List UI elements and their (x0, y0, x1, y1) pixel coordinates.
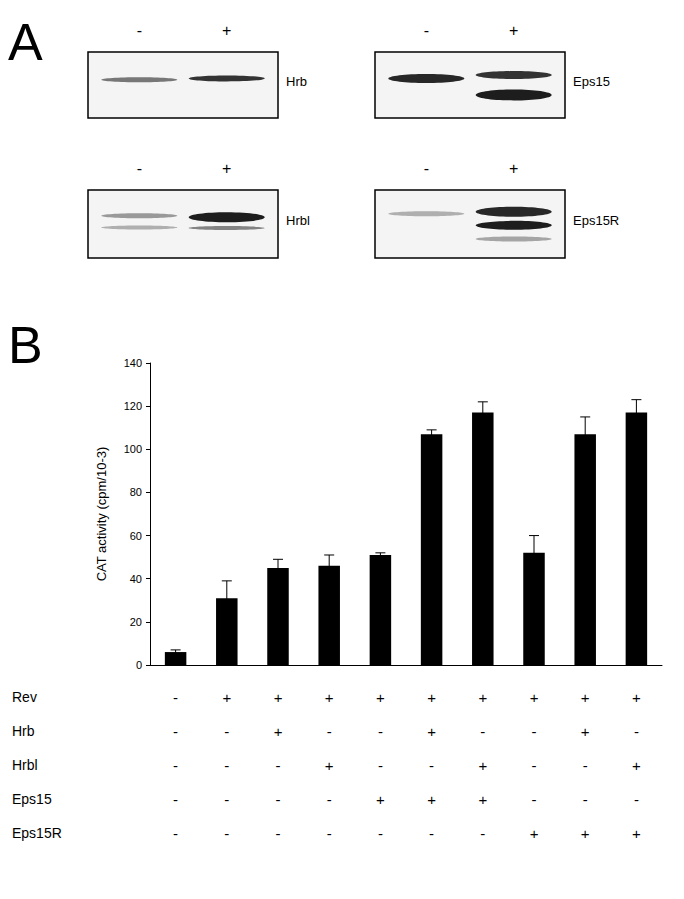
svg-text:-: - (137, 160, 142, 177)
svg-text:-: - (424, 22, 429, 39)
svg-text:Eps15R: Eps15R (12, 825, 62, 841)
svg-text:+: + (222, 160, 231, 177)
svg-text:-: - (532, 723, 537, 740)
svg-text:-: - (327, 723, 332, 740)
svg-text:-: - (327, 825, 332, 842)
svg-text:-: - (429, 825, 434, 842)
svg-text:+: + (427, 689, 436, 706)
svg-text:CAT activity (cpm/10-3): CAT activity (cpm/10-3) (94, 447, 109, 582)
svg-text:-: - (224, 825, 229, 842)
svg-text:+: + (325, 757, 334, 774)
svg-text:+: + (478, 689, 487, 706)
svg-text:+: + (530, 825, 539, 842)
svg-text:+: + (509, 160, 518, 177)
svg-text:Hrb: Hrb (12, 723, 35, 739)
svg-text:-: - (480, 825, 485, 842)
svg-text:-: - (532, 757, 537, 774)
svg-text:-: - (173, 791, 178, 808)
svg-text:100: 100 (124, 443, 142, 455)
svg-text:+: + (509, 22, 518, 39)
svg-text:+: + (581, 723, 590, 740)
svg-text:120: 120 (124, 400, 142, 412)
svg-text:Rev: Rev (12, 689, 37, 705)
svg-text:20: 20 (130, 616, 142, 628)
svg-text:-: - (634, 791, 639, 808)
svg-text:+: + (478, 791, 487, 808)
svg-text:-: - (429, 757, 434, 774)
svg-text:+: + (222, 22, 231, 39)
svg-text:40: 40 (130, 573, 142, 585)
svg-text:-: - (583, 757, 588, 774)
svg-text:+: + (325, 689, 334, 706)
svg-text:-: - (378, 723, 383, 740)
svg-text:+: + (222, 689, 231, 706)
svg-text:+: + (581, 689, 590, 706)
svg-text:140: 140 (124, 357, 142, 369)
svg-text:-: - (378, 825, 383, 842)
svg-text:+: + (376, 791, 385, 808)
svg-text:Eps15R: Eps15R (573, 213, 619, 228)
svg-text:+: + (581, 825, 590, 842)
svg-text:A: A (8, 13, 43, 71)
svg-text:-: - (276, 825, 281, 842)
svg-text:-: - (224, 723, 229, 740)
svg-text:-: - (137, 22, 142, 39)
svg-text:+: + (632, 825, 641, 842)
svg-text:80: 80 (130, 486, 142, 498)
svg-text:-: - (173, 825, 178, 842)
svg-text:Hrbl: Hrbl (12, 757, 38, 773)
svg-text:0: 0 (136, 659, 142, 671)
svg-text:B: B (8, 316, 43, 374)
svg-text:Hrbl: Hrbl (286, 213, 310, 228)
svg-text:-: - (424, 160, 429, 177)
svg-text:-: - (583, 791, 588, 808)
svg-text:+: + (530, 689, 539, 706)
svg-text:+: + (427, 791, 436, 808)
svg-text:+: + (632, 757, 641, 774)
svg-text:-: - (173, 689, 178, 706)
svg-text:Eps15: Eps15 (573, 74, 610, 89)
svg-text:-: - (224, 757, 229, 774)
svg-text:+: + (632, 689, 641, 706)
svg-text:+: + (274, 689, 283, 706)
svg-text:-: - (276, 791, 281, 808)
svg-text:-: - (173, 757, 178, 774)
svg-text:-: - (276, 757, 281, 774)
svg-text:+: + (274, 723, 283, 740)
svg-text:-: - (378, 757, 383, 774)
svg-text:-: - (532, 791, 537, 808)
svg-text:-: - (173, 723, 178, 740)
svg-text:+: + (478, 757, 487, 774)
svg-text:+: + (427, 723, 436, 740)
svg-text:-: - (634, 723, 639, 740)
svg-text:Hrb: Hrb (286, 74, 307, 89)
svg-text:+: + (376, 689, 385, 706)
svg-text:-: - (327, 791, 332, 808)
svg-text:-: - (224, 791, 229, 808)
svg-text:-: - (480, 723, 485, 740)
svg-text:60: 60 (130, 530, 142, 542)
svg-text:Eps15: Eps15 (12, 791, 52, 807)
